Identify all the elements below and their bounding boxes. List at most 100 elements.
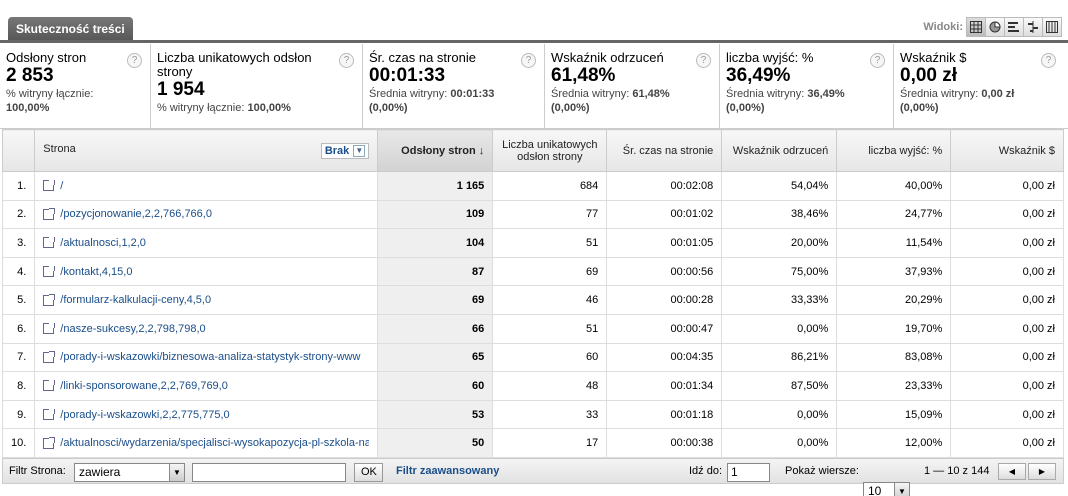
metric-name: Śr. czas na stronie — [369, 50, 476, 65]
page-cell: /porady-i-wskazowki,2,2,775,775,0 — [34, 399, 379, 430]
row-index: 5. — [1, 285, 36, 315]
secondary-dimension-value: Brak — [324, 144, 350, 157]
header-exits[interactable]: liczba wyjść: % — [836, 129, 952, 172]
header-avg-time[interactable]: Śr. czas na stronie — [606, 129, 723, 172]
page-cell: /linki-sponsorowane,2,2,769,769,0 — [34, 371, 379, 401]
help-icon[interactable]: ? — [127, 53, 142, 68]
filter-bar: Filtr Strona: zawiera ▼ OK Filtr zaawans… — [2, 458, 1064, 496]
help-icon[interactable]: ? — [696, 53, 711, 68]
metric-name: Liczba unikatowych odsłon strony — [157, 50, 312, 79]
header-bounce[interactable]: Wskaźnik odrzuceń — [721, 129, 838, 172]
header-page-label: Strona — [43, 142, 76, 155]
next-page-button[interactable]: ▶ — [1028, 463, 1056, 480]
table-row[interactable]: 1. / 1 165 684 00:02:08 54,04% 40,00% 0,00 zł — [1, 171, 1064, 201]
page-link[interactable]: /porady-i-wskazowki,2,2,775,775,0 — [60, 408, 230, 421]
table-row[interactable]: 6. /nasze-sukcesy,2,2,798,798,0 66 51 00:00:… — [1, 313, 1064, 344]
filter-text-input[interactable] — [192, 463, 346, 482]
dollar-cell: 0,00 zł — [950, 371, 1064, 401]
help-icon[interactable]: ? — [870, 53, 885, 68]
table-row[interactable]: 4. /kontakt,4,15,0 87 69 00:00:56 75,00% 37,93… — [1, 256, 1064, 287]
metric-sub-value: 100,00% — [247, 102, 291, 114]
pie-view-icon[interactable] — [985, 17, 1005, 37]
pageviews-cell: 87 — [377, 256, 494, 287]
header-unique[interactable]: Liczba unikatowych odsłon strony — [492, 129, 608, 172]
metric-name: liczba wyjść: % — [726, 50, 814, 65]
unique-cell: 77 — [492, 199, 608, 230]
table-row[interactable]: 7. /porady-i-wskazowki/biznesowa-analiza-… — [1, 342, 1064, 373]
metric-sub-label: % witryny łącznie: — [6, 88, 94, 100]
avg-time-cell: 00:00:47 — [606, 313, 723, 344]
filter-ok-button[interactable]: OK — [354, 463, 383, 482]
avg-time-cell: 00:00:56 — [606, 256, 723, 287]
page-link[interactable]: /nasze-sukcesy,2,2,798,798,0 — [60, 322, 206, 335]
prev-page-button[interactable]: ◀ — [998, 463, 1026, 480]
external-link-icon[interactable] — [43, 322, 56, 335]
metric-sub-label: Średnia witryny: — [900, 88, 979, 100]
dollar-cell: 0,00 zł — [950, 399, 1064, 430]
rows-per-page-value: 10 — [868, 484, 882, 496]
dollar-cell: 0,00 zł — [950, 256, 1064, 287]
external-link-icon[interactable] — [43, 179, 56, 192]
bounce-cell: 33,33% — [721, 285, 838, 315]
views-label: Widoki: — [923, 21, 963, 33]
page-link[interactable]: /pozycjonowanie,2,2,766,766,0 — [60, 208, 212, 221]
metric-sub-extra: (0,00%) — [369, 102, 408, 114]
table-row[interactable]: 3. /aktualnosci,1,2,0 104 51 00:01:05 20,00% 1… — [1, 228, 1064, 258]
metric-bounce-rate: Wskaźnik odrzuceń 61,48% Średnia witryny… — [544, 44, 719, 129]
row-index: 4. — [1, 256, 36, 287]
avg-time-cell: 00:01:02 — [606, 199, 723, 230]
page-link[interactable]: /porady-i-wskazowki/biznesowa-analiza-st… — [60, 351, 361, 364]
rows-per-page-select[interactable]: 10 ▼ — [863, 482, 910, 496]
dollar-cell: 0,00 zł — [950, 428, 1064, 458]
table-row[interactable]: 9./porady-i-wskazowki,2,2,775,775,0 53 33 0… — [1, 399, 1064, 430]
bounce-cell: 54,04% — [721, 171, 838, 201]
secondary-dimension-select[interactable]: Brak ▼ — [320, 142, 370, 159]
pivot-view-icon[interactable] — [1042, 17, 1062, 37]
page-link[interactable]: /aktualnosci/wydarzenia/specjalisci-wyso… — [60, 437, 370, 450]
tab-content-performance[interactable]: Skuteczność treści — [8, 17, 133, 42]
compare-view-icon[interactable] — [1023, 17, 1043, 37]
page-link[interactable]: /formularz-kalkulacji-ceny,4,5,0 — [60, 294, 212, 307]
header-dollar[interactable]: Wskaźnik $ — [950, 129, 1064, 172]
help-icon[interactable]: ? — [521, 53, 536, 68]
header-pageviews-label: Odsłony stron — [401, 144, 476, 157]
page-cell: /nasze-sukcesy,2,2,798,798,0 — [34, 313, 379, 344]
filter-condition-select[interactable]: zawiera ▼ — [74, 463, 185, 482]
metric-sub-label: % witryny łącznie: — [157, 102, 245, 114]
external-link-icon[interactable] — [43, 265, 56, 278]
row-index: 6. — [1, 313, 36, 344]
metric-sub-label: Średnia witryny: — [726, 88, 805, 100]
external-link-icon[interactable] — [43, 379, 56, 392]
metric-sub-value: 36,49% — [807, 88, 845, 100]
external-link-icon[interactable] — [43, 408, 56, 421]
metric-value: 0,00 zł — [900, 65, 958, 86]
page-link[interactable]: /aktualnosci,1,2,0 — [60, 236, 146, 249]
chevron-down-icon: ▼ — [894, 483, 909, 496]
help-icon[interactable]: ? — [1041, 53, 1056, 68]
external-link-icon[interactable] — [43, 437, 56, 449]
summary-scorecard: Odsłony stron 2 853 % witryny łącznie: 1… — [0, 44, 1068, 129]
table-row[interactable]: 8./linki-sponsorowane,2,2,769,769,0 60 48 0… — [1, 371, 1064, 401]
external-link-icon[interactable] — [43, 236, 56, 249]
table-view-icon[interactable] — [966, 17, 986, 37]
metric-sub-extra: (0,00%) — [551, 102, 590, 114]
dollar-cell: 0,00 zł — [950, 171, 1064, 201]
table-row[interactable]: 10. /aktualnosci/wydarzenia/specjalisci-w… — [1, 428, 1064, 458]
page-link[interactable]: / — [60, 179, 64, 192]
page-link[interactable]: /kontakt,4,15,0 — [60, 265, 133, 278]
bounce-cell: 87,50% — [721, 371, 838, 401]
row-index: 9. — [1, 399, 36, 430]
metric-avg-time: Śr. czas na stronie 00:01:33 Średnia wit… — [362, 44, 544, 129]
external-link-icon[interactable] — [43, 294, 56, 306]
external-link-icon[interactable] — [43, 208, 56, 220]
bar-view-icon[interactable] — [1004, 17, 1024, 37]
help-icon[interactable]: ? — [339, 53, 354, 68]
header-pageviews[interactable]: Odsłony stron ↓ — [377, 129, 494, 172]
advanced-filter-link[interactable]: Filtr zaawansowany — [396, 465, 500, 477]
external-link-icon[interactable] — [43, 351, 56, 363]
table-row[interactable]: 2. /pozycjonowanie,2,2,766,766,0 109 77 00:0… — [1, 199, 1064, 230]
page-link[interactable]: /linki-sponsorowane,2,2,769,769,0 — [60, 379, 228, 392]
goto-page-input[interactable]: 1 — [727, 463, 770, 482]
exits-cell: 11,54% — [836, 228, 952, 258]
table-row[interactable]: 5. /formularz-kalkulacji-ceny,4,5,0 69 46 00… — [1, 285, 1064, 315]
